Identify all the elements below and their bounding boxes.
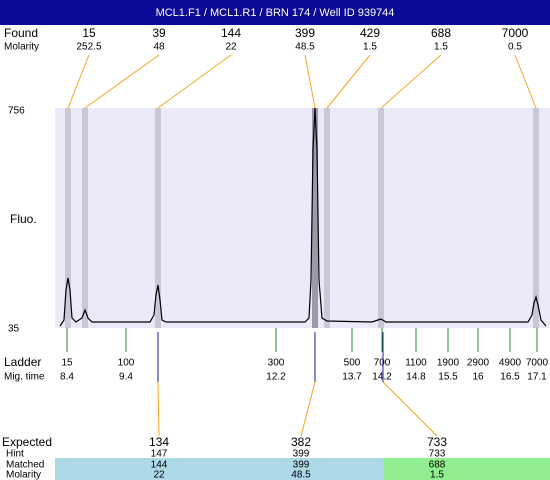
header-bar (0, 0, 550, 25)
expected-expected: 733 (427, 435, 447, 449)
found-size: 39 (152, 26, 166, 40)
header-title: MCL1.F1 / MCL1.R1 / BRN 174 / Well ID 93… (156, 7, 395, 19)
ladder-time: 9.4 (119, 372, 133, 383)
ladder-time: 8.4 (60, 372, 74, 383)
expected-matched: 688 (429, 460, 446, 471)
ladder-size: 100 (118, 358, 135, 369)
expected-row-label: Molarity (6, 470, 41, 480)
ladder-time: 16 (472, 372, 484, 383)
peak-connector (380, 54, 442, 109)
ladder-size: 7000 (526, 358, 549, 369)
found-molarity: 1.5 (363, 42, 377, 53)
expected-molarity: 1.5 (430, 470, 444, 480)
molarity-label: Molarity (4, 42, 39, 53)
found-size: 399 (295, 26, 315, 40)
ladder-size: 4900 (499, 358, 522, 369)
matched-green-zone (384, 458, 550, 480)
found-molarity: 48.5 (295, 42, 315, 53)
peak-band (312, 108, 318, 328)
trace (59, 107, 547, 327)
ladder-time: 12.2 (266, 372, 286, 383)
ladder-size: 2900 (467, 358, 490, 369)
found-molarity: 48 (153, 42, 165, 53)
ladder-size: 1900 (437, 358, 460, 369)
peak-band (155, 108, 161, 328)
expected-connector (300, 381, 316, 437)
expected-hint: 147 (151, 449, 168, 460)
found-size: 429 (360, 26, 380, 40)
plot-area (55, 108, 550, 328)
ladder-size: 1100 (405, 358, 427, 369)
peak-band (378, 108, 384, 328)
ladder-size: 300 (268, 358, 285, 369)
expected-matched: 399 (293, 460, 310, 471)
ladder-label: Ladder (4, 355, 41, 369)
ladder-size: 700 (374, 358, 391, 369)
ladder-time: 14.2 (372, 372, 392, 383)
expected-row-label: Expected (2, 435, 52, 449)
ladder-time: 13.7 (342, 372, 362, 383)
peak-band (324, 108, 330, 328)
found-molarity: 252.5 (76, 42, 101, 53)
axis-bottom-label: 35 (8, 324, 20, 335)
expected-molarity: 22 (153, 470, 165, 480)
expected-row-label: Hint (6, 449, 24, 460)
axis-title: Fluo. (10, 212, 37, 226)
expected-row-label: Matched (6, 460, 44, 471)
expected-expected: 382 (291, 435, 311, 449)
expected-matched: 144 (151, 460, 168, 471)
peak-connector (326, 54, 371, 109)
found-size: 15 (82, 26, 96, 40)
found-size: 7000 (502, 26, 529, 40)
expected-connector (382, 381, 438, 437)
peak-connector (157, 54, 232, 109)
found-molarity: 0.5 (508, 42, 522, 53)
ladder-size: 15 (61, 358, 73, 369)
peak-connector (514, 54, 537, 109)
ladder-time: 14.8 (406, 372, 426, 383)
peak-connector (67, 54, 90, 109)
peak-connector (84, 54, 160, 109)
found-size: 144 (221, 26, 241, 40)
expected-hint: 733 (429, 449, 446, 460)
expected-connector (157, 381, 160, 437)
peak-connector (304, 54, 316, 109)
expected-hint: 399 (293, 449, 310, 460)
found-molarity: 1.5 (434, 42, 448, 53)
expected-molarity: 48.5 (291, 470, 311, 480)
peak-band (533, 108, 539, 328)
ladder-time: 16.5 (500, 372, 520, 383)
matched-blue-zone (55, 458, 384, 480)
peak-band (82, 108, 88, 328)
found-size: 688 (431, 26, 451, 40)
ladder-time: 15.5 (438, 372, 458, 383)
found-molarity: 22 (225, 42, 237, 53)
axis-top-label: 756 (8, 106, 25, 117)
ladder-size: 500 (344, 358, 361, 369)
expected-expected: 134 (149, 435, 169, 449)
ladder-time: 17.1 (527, 372, 547, 383)
mig-time-label: Mig. time (4, 372, 45, 383)
found-label: Found (4, 26, 38, 40)
peak-band (65, 108, 71, 328)
